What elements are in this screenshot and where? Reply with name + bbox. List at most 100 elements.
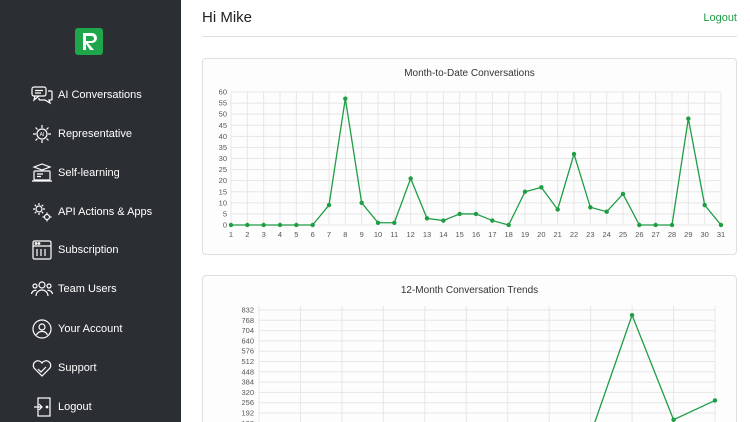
y-tick-label: 45 xyxy=(219,121,227,130)
team-users-icon xyxy=(30,277,54,301)
data-point xyxy=(712,398,718,403)
x-tick-label: 3 xyxy=(262,230,266,239)
page-greeting: Hi Mike xyxy=(202,9,253,26)
chart-title: 12-Month Conversation Trends xyxy=(400,285,539,296)
data-point xyxy=(228,222,234,228)
y-tick-label: 55 xyxy=(219,99,227,108)
sidebar-item-representative[interactable]: AI Representative xyxy=(30,121,132,147)
x-tick-label: 11 xyxy=(390,230,398,239)
x-tick-label: 18 xyxy=(504,230,512,239)
sidebar-item-label: Logout xyxy=(58,401,92,413)
data-point xyxy=(571,151,577,157)
x-tick-label: 22 xyxy=(570,230,578,239)
sidebar-item-label: AI Conversations xyxy=(58,89,142,101)
ai-brain-icon: AI xyxy=(30,122,54,146)
data-point xyxy=(629,312,635,318)
user-circle-icon xyxy=(30,317,54,341)
data-point xyxy=(604,209,609,214)
sidebar-item-label: Support xyxy=(58,362,97,374)
data-point xyxy=(686,116,691,121)
logout-link[interactable]: Logout xyxy=(703,12,737,24)
y-tick-label: 50 xyxy=(219,110,227,119)
data-point xyxy=(408,176,413,181)
x-tick-label: 28 xyxy=(668,230,676,239)
sidebar-item-api-actions[interactable]: API Actions & Apps xyxy=(30,199,152,225)
data-point xyxy=(359,200,364,206)
brand-logo[interactable] xyxy=(75,28,103,55)
x-tick-label: 12 xyxy=(406,230,414,239)
y-tick-label: 256 xyxy=(241,398,254,407)
chat-bubbles-icon xyxy=(30,83,54,107)
x-tick-label: 8 xyxy=(343,230,347,239)
sidebar-item-label: Your Account xyxy=(58,323,123,335)
main-content: Hi Mike Logout Month-to-Date Conversatio… xyxy=(181,0,750,422)
data-point xyxy=(637,222,642,228)
y-tick-label: 576 xyxy=(241,347,254,356)
sidebar-item-ai-conversations[interactable]: AI Conversations xyxy=(30,82,142,108)
data-point xyxy=(343,96,348,101)
sidebar-item-label: Team Users xyxy=(58,283,117,295)
x-tick-label: 5 xyxy=(294,230,298,239)
learning-laptop-icon xyxy=(30,161,54,185)
y-tick-label: 832 xyxy=(241,306,254,315)
data-point xyxy=(424,216,430,221)
sidebar-item-logout[interactable]: Logout xyxy=(30,394,92,420)
y-tick-label: 0 xyxy=(223,221,227,230)
data-point xyxy=(522,189,528,194)
gears-icon xyxy=(30,200,54,224)
x-tick-label: 16 xyxy=(472,230,480,239)
data-point xyxy=(718,222,724,228)
y-tick-label: 10 xyxy=(219,198,227,207)
y-tick-label: 35 xyxy=(219,143,227,152)
data-point xyxy=(245,222,250,228)
sidebar-item-team-users[interactable]: Team Users xyxy=(30,276,117,302)
y-tick-label: 20 xyxy=(219,176,227,185)
x-tick-label: 31 xyxy=(717,230,725,239)
y-tick-label: 15 xyxy=(219,187,227,196)
sidebar: AI Conversations AI Representative Self-… xyxy=(0,0,181,422)
data-point xyxy=(392,220,397,225)
y-tick-label: 768 xyxy=(241,316,254,325)
y-tick-label: 384 xyxy=(241,378,254,387)
data-point xyxy=(457,211,462,217)
y-tick-label: 128 xyxy=(241,419,254,422)
data-point xyxy=(702,202,707,208)
data-point xyxy=(669,222,675,228)
data-point xyxy=(441,218,446,223)
sidebar-item-label: API Actions & Apps xyxy=(58,206,153,218)
x-tick-label: 1 xyxy=(229,230,233,239)
twelve-month-chart-card: 12-Month Conversation Trends 128192 25632… xyxy=(202,275,737,422)
x-tick-label: 27 xyxy=(651,230,659,239)
data-point xyxy=(620,191,626,197)
data-point xyxy=(555,207,560,212)
sidebar-item-support[interactable]: Support xyxy=(30,355,97,381)
data-point xyxy=(261,222,266,228)
y-tick-label: 192 xyxy=(241,409,254,418)
data-point xyxy=(539,185,544,190)
y-tick-label: 640 xyxy=(241,336,254,345)
x-tick-label: 13 xyxy=(423,230,431,239)
sidebar-item-self-learning[interactable]: Self-learning xyxy=(30,160,120,186)
sidebar-item-your-account[interactable]: Your Account xyxy=(30,316,122,342)
x-tick-label: 10 xyxy=(374,230,382,239)
x-tick-label: 15 xyxy=(455,230,463,239)
data-point xyxy=(277,222,283,228)
data-point xyxy=(671,417,676,422)
y-tick-label: 30 xyxy=(219,154,227,163)
y-tick-label: 5 xyxy=(223,209,227,218)
x-tick-label: 25 xyxy=(619,230,627,239)
sidebar-item-label: Subscription xyxy=(58,244,119,256)
logout-door-icon xyxy=(30,395,54,419)
y-tick-label: 320 xyxy=(241,388,254,397)
sidebar-item-label: Representative xyxy=(58,128,132,140)
x-tick-label: 2 xyxy=(245,230,249,239)
x-tick-label: 23 xyxy=(586,230,594,239)
data-point xyxy=(653,222,658,228)
data-point xyxy=(473,211,479,217)
x-tick-label: 30 xyxy=(700,230,708,239)
data-point xyxy=(588,205,593,210)
x-tick-label: 4 xyxy=(278,230,282,239)
x-tick-label: 6 xyxy=(311,230,315,239)
sidebar-item-subscription[interactable]: Subscription xyxy=(30,237,119,263)
